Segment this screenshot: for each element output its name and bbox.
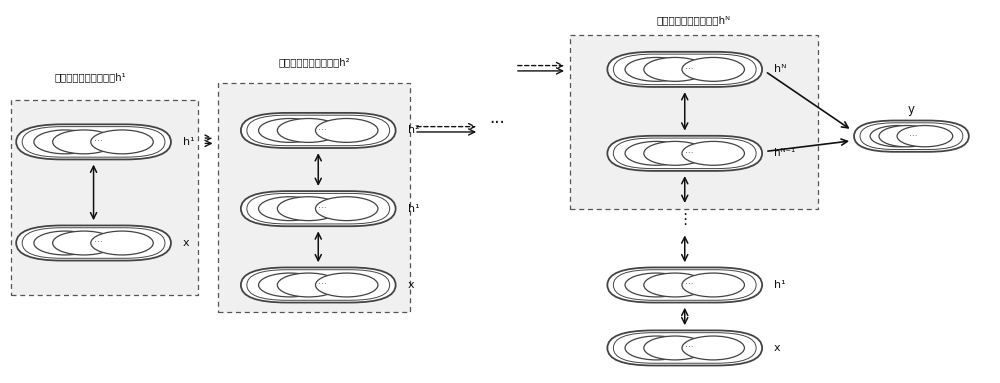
Circle shape: [682, 336, 744, 360]
Circle shape: [259, 273, 321, 297]
FancyBboxPatch shape: [607, 136, 762, 171]
Text: ···: ···: [685, 344, 694, 352]
Text: h¹: h¹: [408, 204, 419, 214]
Circle shape: [682, 141, 744, 165]
Circle shape: [91, 130, 153, 154]
Text: x: x: [774, 343, 781, 353]
Text: h²: h²: [408, 126, 419, 136]
Circle shape: [625, 336, 688, 360]
Text: x: x: [183, 238, 190, 248]
Circle shape: [277, 273, 340, 297]
FancyBboxPatch shape: [854, 121, 969, 152]
Text: ⋮: ⋮: [677, 212, 692, 227]
Text: ···: ···: [685, 65, 694, 74]
FancyBboxPatch shape: [16, 124, 171, 159]
FancyBboxPatch shape: [16, 226, 171, 260]
Text: ···: ···: [685, 149, 694, 158]
Text: ···: ···: [318, 204, 327, 213]
Circle shape: [682, 57, 744, 81]
Bar: [11, 100, 198, 295]
Circle shape: [644, 273, 706, 297]
Circle shape: [879, 126, 935, 147]
FancyBboxPatch shape: [241, 191, 396, 226]
Text: 用受限玻尔兹曼机构建hᴺ: 用受限玻尔兹曼机构建hᴺ: [657, 16, 731, 26]
Circle shape: [625, 273, 688, 297]
Text: 用受限玻尔兹曼机构建h²: 用受限玻尔兹曼机构建h²: [278, 57, 350, 67]
Circle shape: [644, 141, 706, 165]
FancyBboxPatch shape: [241, 267, 396, 303]
Text: ···: ···: [685, 280, 694, 290]
Circle shape: [625, 141, 688, 165]
FancyBboxPatch shape: [607, 267, 762, 303]
Text: h¹: h¹: [183, 137, 195, 147]
Text: ···: ···: [318, 126, 327, 135]
FancyBboxPatch shape: [607, 331, 762, 365]
Bar: [570, 35, 818, 209]
Circle shape: [34, 231, 96, 255]
Circle shape: [277, 118, 340, 142]
FancyBboxPatch shape: [241, 113, 396, 148]
Circle shape: [91, 231, 153, 255]
Circle shape: [259, 197, 321, 221]
Circle shape: [315, 118, 378, 142]
Text: hᴺ: hᴺ: [774, 64, 786, 74]
Text: 用受限玻尔兹曼机构建h¹: 用受限玻尔兹曼机构建h¹: [55, 72, 126, 82]
Circle shape: [277, 197, 340, 221]
Circle shape: [315, 197, 378, 221]
Text: ···: ···: [489, 114, 505, 132]
Circle shape: [644, 57, 706, 81]
Text: hᴺ⁻¹: hᴺ⁻¹: [774, 148, 795, 158]
Text: ···: ···: [909, 132, 918, 141]
Circle shape: [34, 130, 96, 154]
Text: y: y: [908, 103, 915, 116]
Circle shape: [53, 130, 115, 154]
Text: x: x: [408, 280, 414, 290]
Circle shape: [259, 118, 321, 142]
Circle shape: [315, 273, 378, 297]
Text: h¹: h¹: [774, 280, 786, 290]
Circle shape: [625, 57, 688, 81]
Text: ···: ···: [318, 280, 327, 290]
Circle shape: [897, 126, 953, 147]
Circle shape: [870, 126, 926, 147]
Circle shape: [53, 231, 115, 255]
Bar: [218, 83, 410, 312]
Circle shape: [682, 273, 744, 297]
Circle shape: [644, 336, 706, 360]
Text: ···: ···: [94, 137, 102, 146]
Text: ···: ···: [94, 239, 102, 247]
FancyBboxPatch shape: [607, 52, 762, 87]
